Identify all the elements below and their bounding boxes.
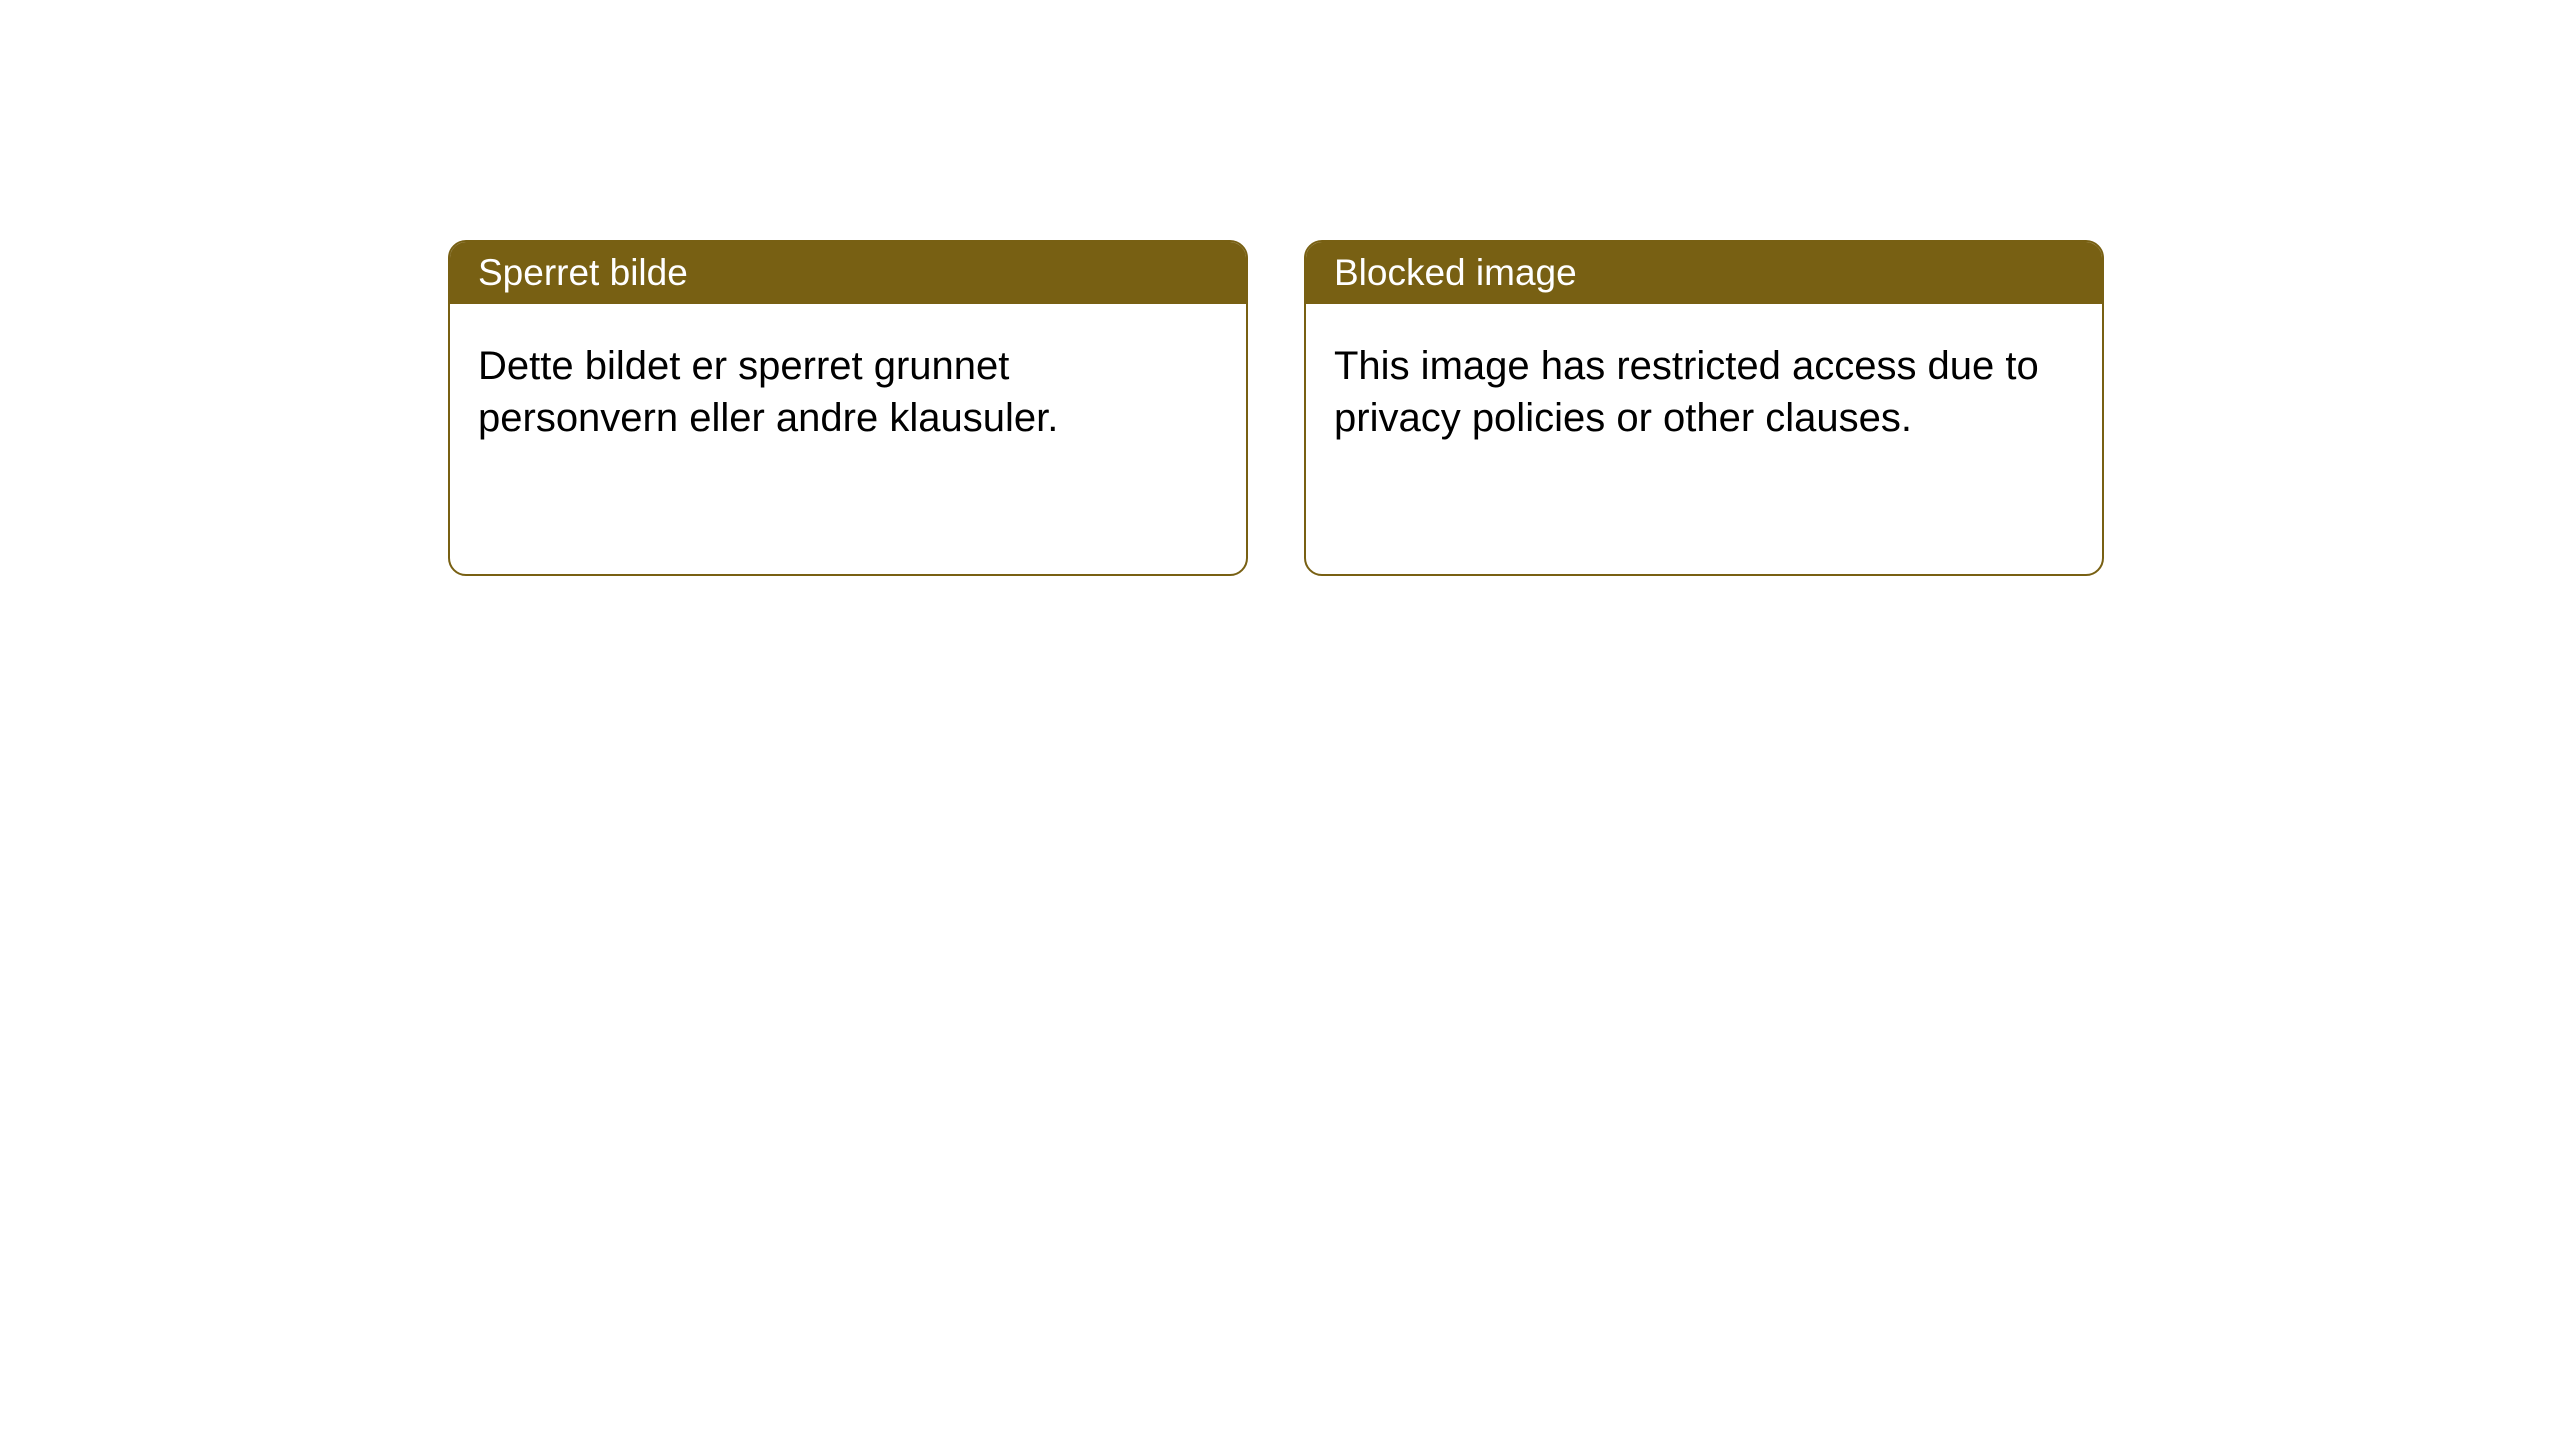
card-title: Sperret bilde	[478, 252, 688, 293]
card-body: This image has restricted access due to …	[1306, 304, 2102, 480]
card-title: Blocked image	[1334, 252, 1577, 293]
card-body: Dette bildet er sperret grunnet personve…	[450, 304, 1246, 480]
card-header: Blocked image	[1306, 242, 2102, 304]
card-body-text: Dette bildet er sperret grunnet personve…	[478, 344, 1058, 440]
notice-container: Sperret bilde Dette bildet er sperret gr…	[448, 240, 2104, 576]
card-header: Sperret bilde	[450, 242, 1246, 304]
notice-card-norwegian: Sperret bilde Dette bildet er sperret gr…	[448, 240, 1248, 576]
notice-card-english: Blocked image This image has restricted …	[1304, 240, 2104, 576]
card-body-text: This image has restricted access due to …	[1334, 344, 2039, 440]
